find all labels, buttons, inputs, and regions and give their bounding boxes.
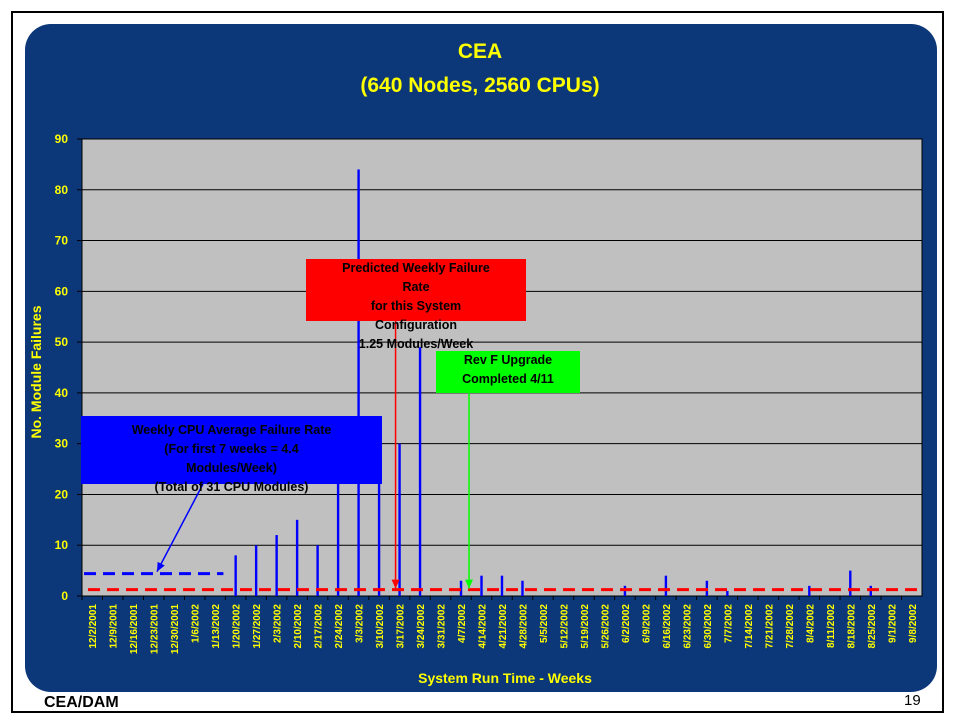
y-tick-label-50: 50 <box>55 335 69 349</box>
x-tick-label-2: 12/16/2001 <box>129 604 140 654</box>
x-tick-label-25: 5/26/2002 <box>600 604 611 649</box>
x-tick-label-14: 3/10/2002 <box>375 604 386 649</box>
x-tick-label-24: 5/19/2002 <box>580 604 591 649</box>
bar-18 <box>459 580 463 596</box>
x-tick-label-4: 12/30/2001 <box>170 604 181 654</box>
x-tick-label-3: 12/23/2001 <box>150 604 161 654</box>
chart-subtitle: (640 Nodes, 2560 CPUs) <box>360 74 600 97</box>
x-tick-label-7: 1/20/2002 <box>232 604 243 649</box>
predicted-line-5: 1.25 Modules/Week <box>358 337 474 351</box>
bar-20 <box>500 575 504 596</box>
bar-37 <box>849 570 852 596</box>
predicted-line-1: Predicted Weekly Failure <box>342 261 490 275</box>
x-tick-label-30: 6/30/2002 <box>703 604 714 649</box>
bar-9 <box>275 535 278 596</box>
x-tick-label-21: 4/28/2002 <box>518 604 529 649</box>
x-tick-label-23: 5/12/2002 <box>559 604 570 649</box>
x-tick-label-10: 2/10/2002 <box>293 604 304 649</box>
footer-organization: CEA/DAM <box>44 694 119 711</box>
x-tick-label-15: 3/17/2002 <box>396 604 407 649</box>
x-tick-label-1: 12/9/2001 <box>109 604 120 649</box>
y-tick-label-0: 0 <box>61 589 68 603</box>
bar-10 <box>295 519 299 596</box>
weekly-avg-line-2: (For first 7 weeks = 4.4 <box>164 442 299 456</box>
x-tick-label-35: 8/4/2002 <box>805 604 816 643</box>
chart-title: CEA <box>457 40 503 63</box>
y-tick-label-90: 90 <box>55 132 69 146</box>
bar-14 <box>377 479 381 596</box>
rev-f-line-1: Rev F Upgrade <box>463 353 553 367</box>
x-tick-label-8: 1/27/2002 <box>252 604 263 649</box>
y-tick-label-70: 70 <box>55 234 69 248</box>
y-tick-label-10: 10 <box>55 538 69 552</box>
y-tick-label-30: 30 <box>55 437 69 451</box>
y-tick-label-40: 40 <box>55 386 69 400</box>
x-tick-label-20: 4/21/2002 <box>498 604 509 649</box>
weekly-average-callout: Weekly CPU Average Failure Rate (For fir… <box>81 416 382 494</box>
x-tick-label-0: 12/2/2001 <box>88 604 99 649</box>
x-tick-label-19: 4/14/2002 <box>478 604 489 649</box>
x-tick-label-9: 2/3/2002 <box>273 604 284 643</box>
bar-35 <box>808 585 811 596</box>
weekly-avg-arrow-head <box>157 561 165 572</box>
rev-f-arrow-head <box>465 579 474 589</box>
bar-8 <box>254 545 258 596</box>
y-tick-label-60: 60 <box>55 284 69 298</box>
bar-15 <box>398 443 401 596</box>
page-number: 19 <box>904 692 921 709</box>
bar-31 <box>726 590 729 596</box>
x-tick-label-36: 8/11/2002 <box>826 604 837 648</box>
bar-16 <box>418 347 422 596</box>
bar-28 <box>664 575 668 596</box>
x-tick-label-32: 7/14/2002 <box>744 604 755 649</box>
x-tick-label-18: 4/7/2002 <box>457 604 468 643</box>
x-tick-label-29: 6/23/2002 <box>682 604 693 649</box>
bar-12 <box>336 469 340 596</box>
x-axis-label: System Run Time - Weeks <box>418 670 592 686</box>
x-tick-label-37: 8/18/2002 <box>846 604 857 649</box>
weekly-avg-line-3: Modules/Week) <box>186 461 277 475</box>
x-tick-label-28: 6/16/2002 <box>662 604 673 649</box>
bar-21 <box>521 580 524 596</box>
x-tick-label-34: 7/28/2002 <box>785 604 796 649</box>
weekly-avg-line-4: (Total of 31 CPU Modules) <box>154 480 309 494</box>
x-tick-label-11: 2/17/2002 <box>314 604 325 649</box>
x-tick-label-39: 9/1/2002 <box>887 604 898 643</box>
x-tick-label-40: 9/8/2002 <box>908 604 919 643</box>
rev-f-upgrade-callout: Rev F Upgrade Completed 4/11 <box>436 351 580 393</box>
weekly-avg-arrow-shaft <box>156 483 204 573</box>
bar-19 <box>480 575 483 596</box>
predicted-line-2: Rate <box>402 280 430 294</box>
x-tick-label-13: 3/3/2002 <box>355 604 366 643</box>
predicted-arrow-head <box>391 579 400 589</box>
bar-7 <box>234 555 237 596</box>
y-tick-label-80: 80 <box>55 183 69 197</box>
predicted-rate-callout: Predicted Weekly Failure Rate for this S… <box>306 259 526 351</box>
x-tick-label-5: 1/6/2002 <box>191 604 202 643</box>
x-tick-label-22: 5/5/2002 <box>539 604 550 643</box>
weekly-avg-line-1: Weekly CPU Average Failure Rate <box>131 423 332 437</box>
bar-13 <box>357 169 360 596</box>
rev-f-line-2: Completed 4/11 <box>462 372 554 386</box>
x-tick-label-33: 7/21/2002 <box>764 604 775 649</box>
x-tick-label-26: 6/2/2002 <box>621 604 632 643</box>
x-tick-label-16: 3/24/2002 <box>416 604 427 649</box>
y-axis-label: No. Module Failures <box>28 305 44 439</box>
x-tick-label-6: 1/13/2002 <box>211 604 222 649</box>
predicted-line-3: for this System <box>370 299 462 313</box>
bar-11 <box>316 545 319 596</box>
x-tick-label-31: 7/7/2002 <box>723 604 734 643</box>
x-tick-label-27: 6/9/2002 <box>641 604 652 643</box>
x-tick-label-12: 2/24/2002 <box>334 604 345 649</box>
x-tick-label-38: 8/25/2002 <box>867 604 878 649</box>
y-tick-label-20: 20 <box>55 487 69 501</box>
predicted-line-4: Configuration <box>375 318 457 332</box>
x-tick-label-17: 3/31/2002 <box>437 604 448 649</box>
